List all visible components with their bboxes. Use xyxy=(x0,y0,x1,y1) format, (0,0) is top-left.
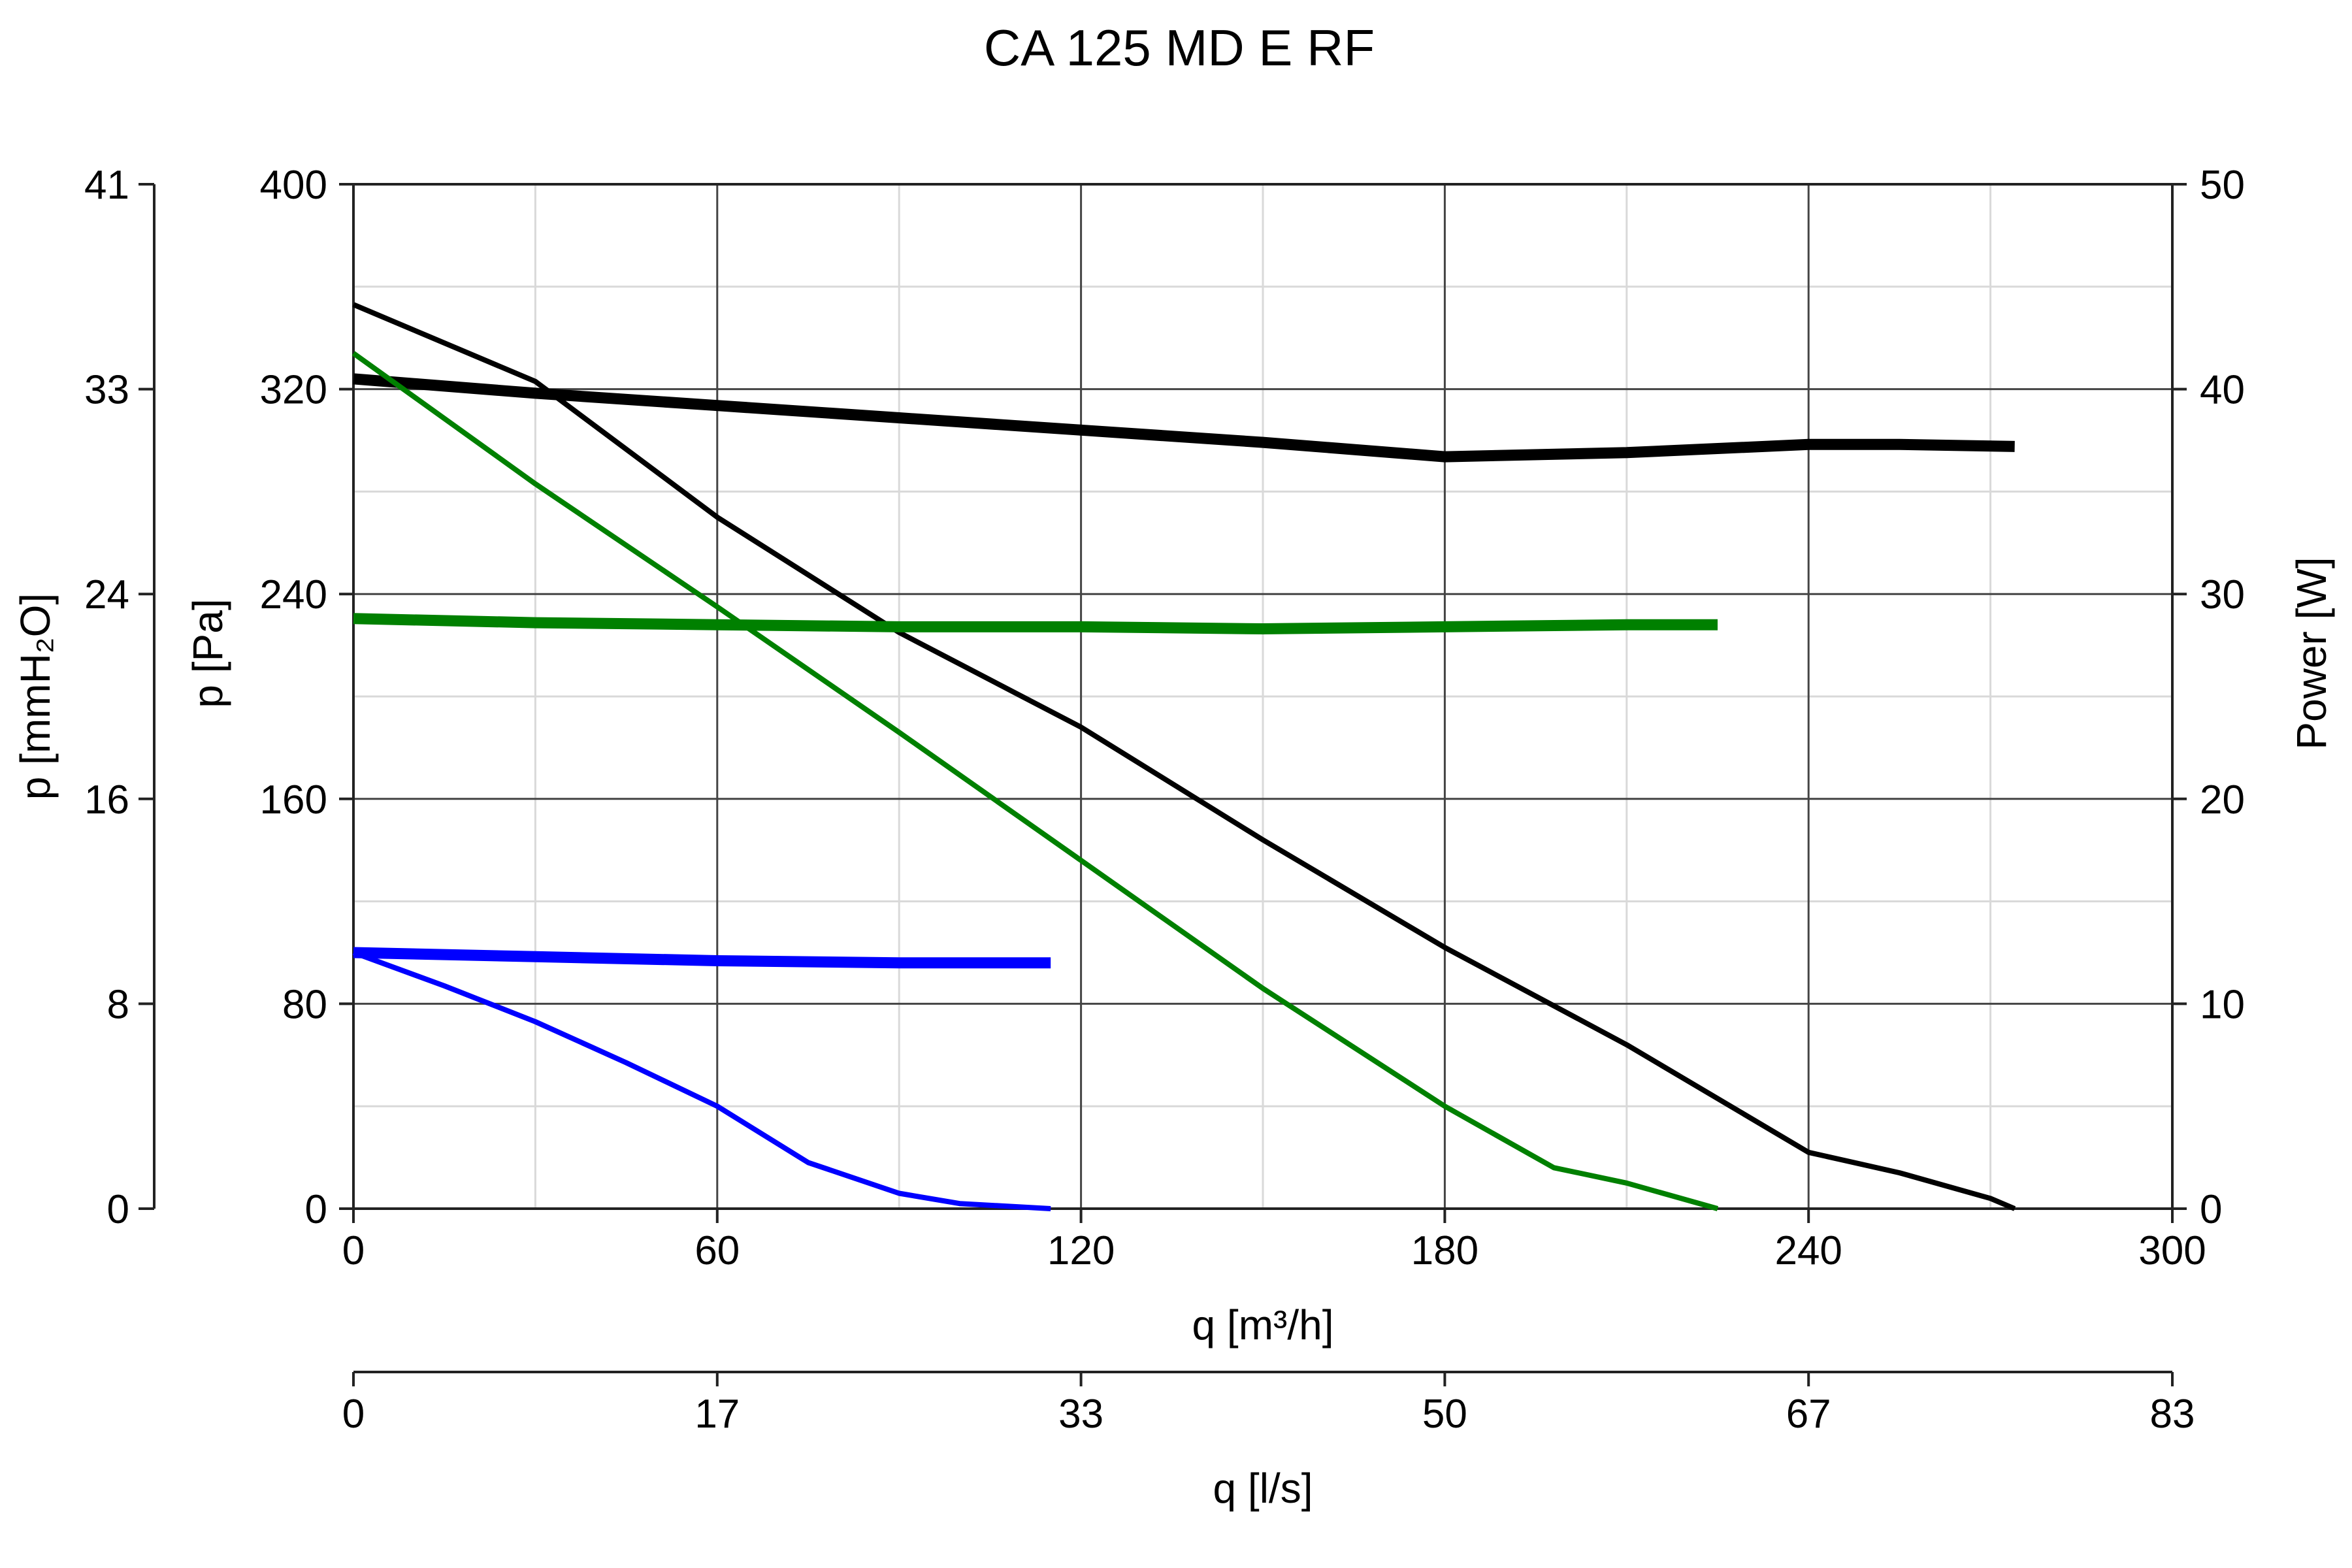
x-tick-label: 180 xyxy=(1411,1228,1478,1273)
major-gridlines xyxy=(353,184,2172,1209)
secondary-x-tick-label: 17 xyxy=(694,1392,740,1437)
outer-pressure-axis: 0 8 16 24 33 41 p [mmH₂O] xyxy=(12,163,155,1232)
chart-title: CA 125 MD E RF xyxy=(984,19,1375,76)
left-tick-label: 160 xyxy=(260,777,327,823)
black-power-curve xyxy=(353,373,2015,463)
outer-tick-label: 41 xyxy=(84,163,129,208)
right-tick-label: 50 xyxy=(2200,163,2245,208)
left-tick-label: 80 xyxy=(282,982,327,1027)
secondary-x-tick-label: 50 xyxy=(1422,1392,1467,1437)
left-tick-label: 240 xyxy=(260,572,327,617)
right-axis-label: Power [W] xyxy=(2288,557,2335,749)
x-axis-label: q [m³/h] xyxy=(1192,1301,1334,1348)
right-tick-label: 20 xyxy=(2200,777,2245,823)
left-tick-label: 320 xyxy=(260,368,327,413)
left-tick-label: 400 xyxy=(260,163,327,208)
outer-tick-label: 8 xyxy=(107,982,129,1027)
right-axis-ticks: 0 10 20 30 40 50 xyxy=(2172,163,2245,1232)
x-tick-label: 60 xyxy=(694,1228,740,1273)
left-axis-ticks: 0 80 160 240 320 400 xyxy=(260,163,353,1232)
x-tick-label: 240 xyxy=(1774,1228,1842,1273)
outer-tick-label: 16 xyxy=(84,777,129,823)
blue-power-curve xyxy=(353,947,1051,969)
plot-frame xyxy=(352,183,2174,1210)
right-tick-label: 30 xyxy=(2200,572,2245,617)
outer-axis-ticks: 0 8 16 24 33 41 xyxy=(84,163,154,1232)
x-tick-label: 300 xyxy=(2138,1228,2206,1273)
outer-tick-label: 24 xyxy=(84,572,129,617)
secondary-x-tick-label: 67 xyxy=(1786,1392,1831,1437)
green-pressure-curve xyxy=(351,351,1719,1211)
secondary-x-tick-label: 83 xyxy=(2150,1392,2195,1437)
right-tick-label: 40 xyxy=(2200,368,2245,413)
blue-pressure-curve xyxy=(352,950,1051,1211)
left-axis-label: p [Pa] xyxy=(184,598,231,708)
outer-tick-label: 0 xyxy=(107,1187,129,1232)
right-tick-label: 10 xyxy=(2200,982,2245,1027)
secondary-x-axis: 0 17 33 50 67 83 q [l/s] xyxy=(342,1371,2195,1512)
left-tick-label: 0 xyxy=(305,1187,327,1232)
secondary-x-axis-ticks: 0 17 33 50 67 83 xyxy=(342,1372,2195,1437)
secondary-x-tick-label: 0 xyxy=(342,1392,365,1437)
minor-gridlines xyxy=(353,184,2172,1209)
green-power-curve xyxy=(353,613,1718,634)
x-tick-label: 120 xyxy=(1047,1228,1115,1273)
series-layer xyxy=(351,302,2016,1211)
right-tick-label: 0 xyxy=(2200,1187,2222,1232)
secondary-x-axis-label: q [l/s] xyxy=(1213,1465,1313,1512)
black-pressure-curve xyxy=(352,302,2016,1211)
x-axis-ticks: 0 60 120 180 240 300 xyxy=(342,1209,2206,1273)
x-tick-label: 0 xyxy=(342,1228,365,1273)
outer-axis-label: p [mmH₂O] xyxy=(12,593,59,800)
outer-tick-label: 33 xyxy=(84,368,129,413)
secondary-x-tick-label: 33 xyxy=(1058,1392,1103,1437)
